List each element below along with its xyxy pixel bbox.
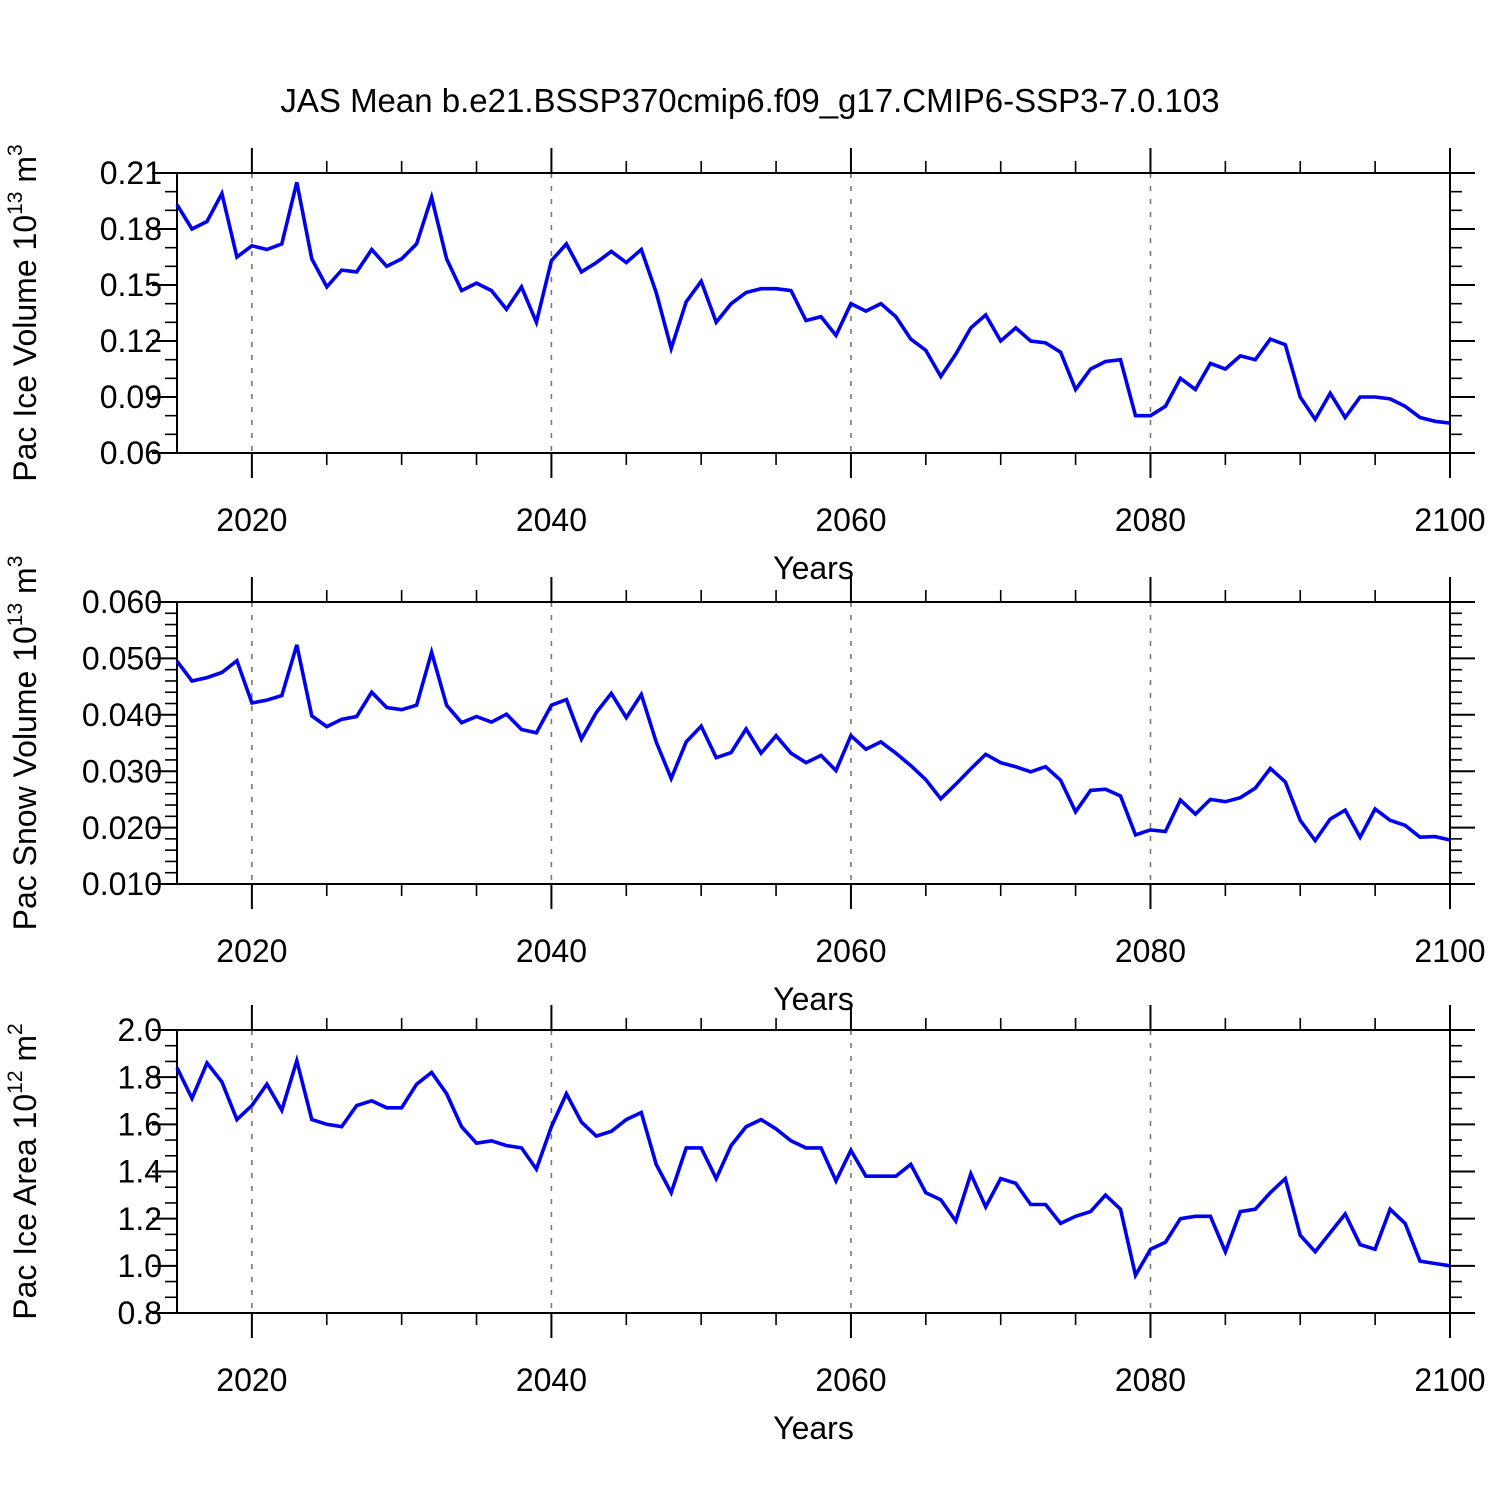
y-tick-label: 1.2 [118,1201,162,1237]
y-tick-label: 0.15 [100,267,162,303]
x-tick-label: 2020 [216,1362,287,1398]
x-tick-label: 2100 [1414,933,1485,969]
x-tick-label: 2060 [815,1362,886,1398]
x-tick-label: 2040 [516,1362,587,1398]
axis-title-y: Pac Ice Volume 1013 m3 [4,144,43,481]
x-tick-label: 2060 [815,502,886,538]
y-tick-label: 1.0 [118,1248,162,1284]
axis-title-x: Years [773,981,854,1017]
plot-frame [176,1029,1451,1314]
y-tick-label: 0.18 [100,211,162,247]
axis-title-x: Years [773,1410,854,1446]
y-tick-label: 0.21 [100,155,162,191]
y-tick-label: 1.4 [118,1154,162,1190]
data-line-pac-ice-area [175,1053,1451,1281]
data-line-pac-snow-volume [175,644,1451,844]
axis-title-y: Pac Snow Volume 1013 m3 [4,556,43,931]
chart-panel-pac-snow-volume: 0.060 0.050 0.040 0.030 0.020 0.010 2020 2040 20… [4,556,1486,1018]
x-tick-label: 2020 [216,502,287,538]
y-tick-label: 1.6 [118,1107,162,1143]
x-tick-label: 2080 [1115,1362,1186,1398]
plot-frame [176,172,1451,454]
y-tick-label: 0.020 [82,810,162,846]
figure-title: JAS Mean b.e21.BSSP370cmip6.f09_g17.CMIP… [280,82,1219,119]
x-tick-label: 2100 [1414,1362,1485,1398]
chart-panel-pac-ice-area: 2.0 1.8 1.6 1.4 1.2 1.0 0.8 2020 2040 2060 2080 210… [4,1005,1486,1446]
y-tick-label: 0.12 [100,323,162,359]
axis-title-x: Years [773,550,854,586]
x-tick-label: 2060 [815,933,886,969]
y-tick-label: 0.060 [82,584,162,620]
chart-panel-pac-ice-volume: 0.21 0.18 0.15 0.12 0.09 0.06 2020 2040 2060 2080… [4,144,1486,586]
data-line-pac-ice-volume [175,181,1451,425]
y-tick-label: 2.0 [118,1012,162,1048]
y-tick-label: 0.050 [82,641,162,677]
plot-frame [176,601,1451,885]
x-tick-label: 2040 [516,502,587,538]
y-tick-label: 0.030 [82,753,162,789]
y-tick-label: 0.06 [100,435,162,471]
y-tick-label: 1.8 [118,1059,162,1095]
x-tick-label: 2080 [1115,933,1186,969]
x-tick-label: 2100 [1414,502,1485,538]
x-tick-label: 2020 [216,933,287,969]
y-tick-label: 0.8 [118,1295,162,1331]
x-tick-label: 2040 [516,933,587,969]
y-tick-label: 0.040 [82,697,162,733]
axis-title-y: Pac Ice Area 1012 m2 [4,1023,43,1320]
y-tick-label: 0.09 [100,379,162,415]
y-tick-label: 0.010 [82,866,162,902]
x-tick-label: 2080 [1115,502,1186,538]
